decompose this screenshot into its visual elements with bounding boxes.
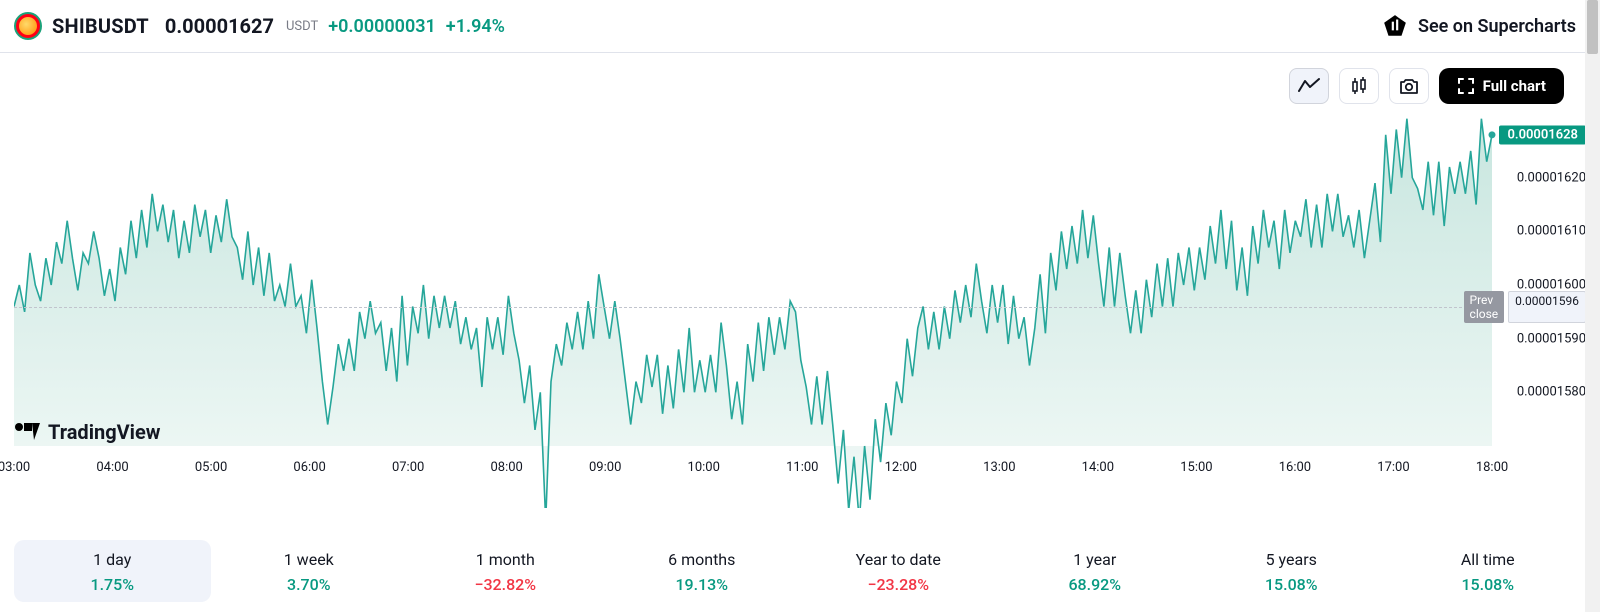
camera-icon	[1398, 76, 1420, 96]
chart-area[interactable]: 0.000015800.000015900.000016000.00001610…	[14, 108, 1586, 508]
timeframe-change: 19.13%	[608, 575, 797, 594]
timeframe-label: 1 month	[411, 550, 600, 569]
tradingview-watermark[interactable]: TradingView	[14, 420, 160, 444]
change-absolute: +0.00000031	[328, 16, 436, 37]
change-percent: +1.94%	[446, 16, 505, 37]
y-tick: 0.00001610	[1517, 224, 1586, 239]
symbol[interactable]: SHIBUSDT	[52, 14, 149, 38]
chart-style-area-button[interactable]	[1289, 68, 1329, 104]
timeframe-change: 3.70%	[215, 575, 404, 594]
expand-icon	[1457, 77, 1475, 95]
last-price: 0.00001627	[165, 14, 274, 38]
timeframe-change: 15.08%	[1394, 575, 1583, 594]
header: SHIBUSDT 0.00001627 USDT +0.00000031 +1.…	[0, 0, 1600, 53]
chart-toolbar: Full chart	[1289, 68, 1564, 104]
timeframe-change: 15.08%	[1197, 575, 1386, 594]
x-tick: 03:00	[0, 460, 30, 475]
timeframe-change: −23.28%	[804, 575, 993, 594]
y-tick: 0.00001580	[1517, 385, 1586, 400]
x-tick: 16:00	[1279, 460, 1311, 475]
x-tick: 07:00	[392, 460, 424, 475]
page-scrollbar[interactable]	[1585, 0, 1600, 612]
timeframe-label: Year to date	[804, 550, 993, 569]
chart-style-candles-button[interactable]	[1339, 68, 1379, 104]
prev-close-line	[14, 307, 1492, 308]
timeframe-label: 1 week	[215, 550, 404, 569]
timeframe-change: 68.92%	[1001, 575, 1190, 594]
timeframe-label: All time	[1394, 550, 1583, 569]
x-tick: 18:00	[1476, 460, 1508, 475]
supercharts-icon	[1382, 13, 1408, 39]
timeframe-selector: 1 day 1.75%1 week 3.70%1 month −32.82%6 …	[14, 540, 1586, 602]
x-tick: 13:00	[983, 460, 1015, 475]
x-tick: 06:00	[293, 460, 325, 475]
x-tick: 14:00	[1082, 460, 1114, 475]
area-chart-icon	[1298, 77, 1320, 95]
x-axis: 03:0004:0005:0006:0007:0008:0009:0010:00…	[14, 460, 1490, 484]
see-on-supercharts-link[interactable]: See on Supercharts	[1382, 13, 1576, 39]
price-chart-svg	[14, 108, 1586, 508]
x-tick: 15:00	[1180, 460, 1212, 475]
tradingview-logo-icon	[14, 422, 40, 442]
timeframe-label: 1 day	[18, 550, 207, 569]
timeframe-year-to-date[interactable]: Year to date −23.28%	[800, 540, 997, 602]
watermark-text: TradingView	[48, 420, 160, 444]
x-tick: 11:00	[786, 460, 818, 475]
quote-unit: USDT	[286, 19, 318, 34]
x-tick: 17:00	[1377, 460, 1409, 475]
header-left: SHIBUSDT 0.00001627 USDT +0.00000031 +1.…	[14, 12, 505, 40]
y-axis: 0.000015800.000015900.000016000.00001610…	[1494, 108, 1586, 508]
prev-close-badge: Prev close0.00001596	[1464, 291, 1586, 323]
full-chart-button[interactable]: Full chart	[1439, 68, 1564, 104]
timeframe-5-years[interactable]: 5 years 15.08%	[1193, 540, 1390, 602]
full-chart-label: Full chart	[1483, 77, 1546, 95]
current-price-badge: 0.00001628	[1499, 125, 1586, 144]
timeframe-change: 1.75%	[18, 575, 207, 594]
timeframe-6-months[interactable]: 6 months 19.13%	[604, 540, 801, 602]
x-tick: 05:00	[195, 460, 227, 475]
timeframe-1-week[interactable]: 1 week 3.70%	[211, 540, 408, 602]
snapshot-button[interactable]	[1389, 68, 1429, 104]
timeframe-label: 1 year	[1001, 550, 1190, 569]
timeframe-label: 5 years	[1197, 550, 1386, 569]
timeframe-change: −32.82%	[411, 575, 600, 594]
x-tick: 08:00	[490, 460, 522, 475]
supercharts-label: See on Supercharts	[1418, 16, 1576, 37]
x-tick: 04:00	[96, 460, 128, 475]
timeframe-1-day[interactable]: 1 day 1.75%	[14, 540, 211, 602]
y-tick: 0.00001620	[1517, 170, 1586, 185]
x-tick: 12:00	[885, 460, 917, 475]
y-tick: 0.00001590	[1517, 331, 1586, 346]
x-tick: 10:00	[688, 460, 720, 475]
scrollbar-thumb[interactable]	[1587, 0, 1598, 54]
x-tick: 09:00	[589, 460, 621, 475]
timeframe-1-month[interactable]: 1 month −32.82%	[407, 540, 604, 602]
shib-coin-icon	[14, 12, 42, 40]
timeframe-1-year[interactable]: 1 year 68.92%	[997, 540, 1194, 602]
timeframe-all-time[interactable]: All time 15.08%	[1390, 540, 1587, 602]
candlestick-icon	[1349, 76, 1369, 96]
timeframe-label: 6 months	[608, 550, 797, 569]
